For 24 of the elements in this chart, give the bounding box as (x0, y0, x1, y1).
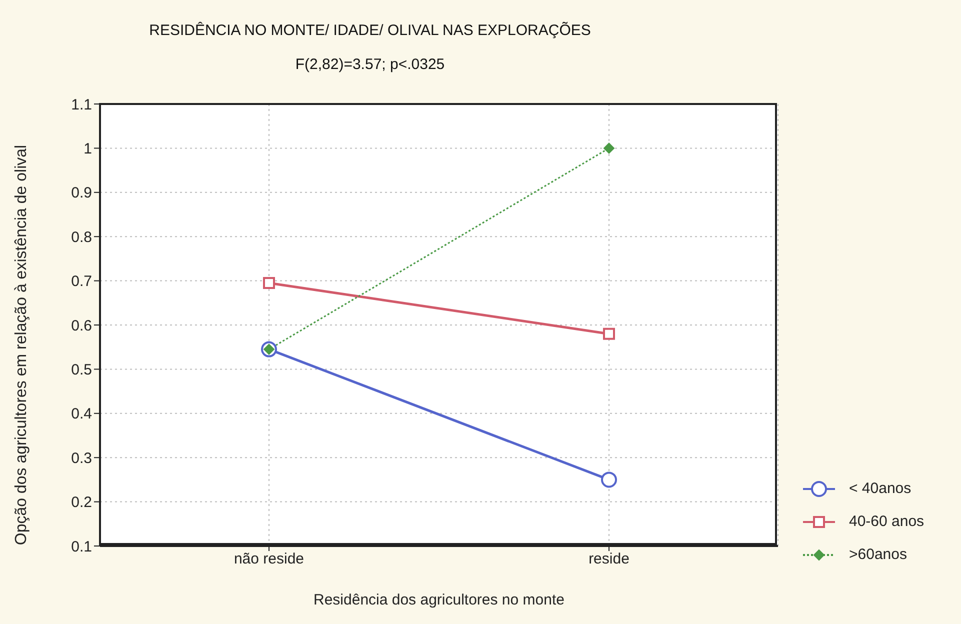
point (601, 472, 617, 488)
y-tick-label: 0.8 (71, 228, 92, 246)
legend-label: >60anos (849, 546, 907, 563)
y-tick-label: 0.2 (71, 494, 92, 512)
y-tick-label: 0.3 (71, 450, 92, 467)
y-tick-label: 0.9 (71, 184, 92, 202)
legend-label: 40-60 anos (849, 513, 924, 530)
chart-title: RESIDÊNCIA NO MONTE/ IDADE/ OLIVAL NAS EXPLORAÇÕES (148, 22, 592, 39)
y-tick-label: 0.7 (71, 273, 92, 290)
y-tick-label: 0.6 (71, 317, 92, 334)
chart-subtitle: F(2,82)=3.57; p<.0325 (294, 56, 446, 73)
x-axis-title: Residência dos agricultores no monte (314, 592, 564, 609)
y-axis-title: Opção dos agricultores em relação à existência de olival (13, 144, 31, 546)
y-tick-label: 0.5 (71, 362, 92, 379)
y-tick-label: 1.1 (71, 96, 92, 114)
point (604, 142, 614, 154)
y-tick-label: 0.4 (71, 406, 92, 423)
x-tick-label: reside (588, 550, 630, 568)
legend-label: < 40anos (849, 480, 912, 497)
point (603, 328, 615, 340)
point (263, 277, 275, 290)
x-tick-label: não reside (234, 550, 304, 568)
y-tick-label: 0.1 (71, 538, 92, 556)
y-tick-label: 1 (84, 140, 92, 158)
